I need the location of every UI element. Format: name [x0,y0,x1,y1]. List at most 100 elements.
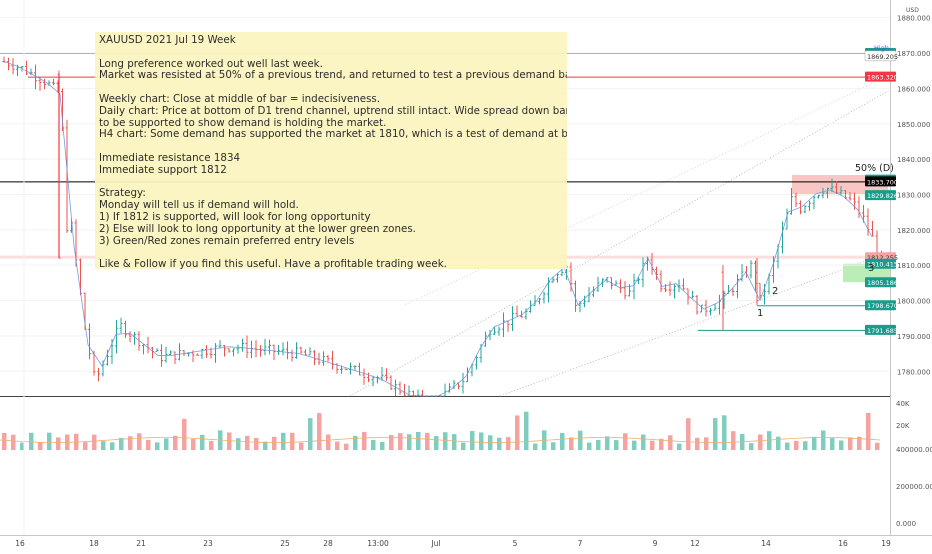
volume-bar-194 [875,442,880,450]
price-tag-text-1: 1869.205 [867,53,898,61]
volume-bar-88 [398,433,403,450]
volume-bar-32 [146,439,151,450]
x-axis-label-4: 25 [280,539,290,548]
volume-bar-18 [83,442,88,450]
price-tag-bg-7 [865,258,896,269]
volume-bar-46 [209,440,214,450]
volume-bar-58 [263,441,268,450]
volume-bar-122 [551,442,556,450]
volume-bar-168 [758,434,763,450]
price-tag-bg-1 [864,50,897,62]
x-axis-label-2: 21 [136,539,146,548]
price-tag-text-7: 1810.415 [867,261,898,269]
volume-bar-50 [227,432,232,450]
volume-bar-10 [47,432,52,450]
volume-bar-68 [308,418,313,450]
price-tick-label-0: 1780.000 [897,368,930,376]
note-line-17: 3) Green/Red zones remain preferred entr… [99,234,355,247]
volume-tick-label-1: 20K [896,422,910,430]
volume-bar-8 [38,442,43,450]
volume-bar-148 [668,435,673,450]
volume-bar-140 [632,440,637,450]
volume-tick-label-2: 400000.000 [896,446,932,454]
note-line-5: Weekly chart: Close at middle of bar = i… [99,92,381,105]
volume-bar-104 [470,431,475,450]
price-tag-bg-2 [865,71,896,82]
note-line-14: Monday will tell us if demand will hold. [99,199,299,212]
zone-label-2: 3 [868,263,874,274]
volume-bar-70 [317,413,322,450]
volume-bar-150 [677,443,682,450]
volume-bar-86 [389,435,394,450]
volume-bar-100 [452,434,457,450]
zone-label-0: 1 [757,308,763,319]
note-line-8: H4 chart: Some demand has supported the … [99,128,567,141]
price-tag-text-10: 1791.685 [867,327,898,335]
volume-bar-162 [731,431,736,450]
price-tick-label-1: 1790.000 [897,333,930,341]
volume-bar-102 [461,442,466,450]
x-axis-label-7: Jul [430,539,440,548]
volume-bar-114 [515,415,520,450]
volume-bar-190 [857,436,862,450]
x-axis-label-11: 12 [690,539,700,548]
note-line-6: Daily chart: Price at bottom of D1 trend… [99,104,567,117]
volume-bar-38 [173,435,178,450]
note-line-15: 1) If 1812 is supported, will look for l… [99,210,371,223]
volume-tick-label-0: 40K [896,400,910,408]
volume-bar-44 [200,434,205,450]
note-line-13: Strategy: [99,187,146,200]
currency-label: USD [906,7,919,14]
volume-bar-6 [29,432,34,450]
price-tick-label-3: 1810.000 [897,262,930,270]
swing-line [3,61,873,397]
volume-bar-0 [2,432,7,450]
volume-bar-98 [443,432,448,450]
volume-ma-line [0,437,881,443]
zone-label-1: 2 [772,286,778,297]
price-tag-text-9: 1798.670 [867,302,898,310]
note-line-2: Long preference worked out well last wee… [99,57,323,70]
volume-tick-label-4: 0.000 [896,520,916,528]
volume-bar-128 [578,430,583,450]
x-axis-label-14: 19 [881,539,891,548]
volume-bar-160 [722,415,727,450]
price-tag-text-5: 1829.826 [867,192,898,200]
volume-bar-96 [434,436,439,450]
channel-line-top [404,74,891,306]
volume-bar-34 [155,442,160,450]
x-axis-label-8: 5 [513,539,518,548]
high-label: High [874,44,889,52]
volume-bar-54 [245,435,250,450]
volume-bar-124 [560,432,565,450]
price-tag-bg-5 [865,190,896,201]
x-axis-label-1: 18 [89,539,99,548]
price-tick-label-2: 1800.000 [897,298,930,306]
volume-bar-52 [236,438,241,450]
volume-bar-158 [713,418,718,450]
note-line-12 [99,177,563,189]
volume-bar-182 [821,430,826,450]
volume-bar-80 [362,431,367,450]
note-line-16: 2) Else will look to long opportunity at… [99,222,416,235]
price-tick-label-7: 1850.000 [897,121,930,129]
analysis-note: XAUUSD 2021 Jul 19 Week Long preference w… [95,32,567,269]
volume-bar-186 [839,440,844,450]
volume-bar-146 [659,438,664,450]
note-line-10: Immediate resistance 1834 [99,151,241,164]
volume-bar-76 [344,443,349,450]
volume-bar-176 [794,440,799,450]
price-tag-bg-8 [865,277,896,288]
volume-bar-172 [776,436,781,450]
volume-bar-42 [191,439,196,450]
volume-bar-12 [56,437,61,450]
volume-bar-30 [137,433,142,450]
price-tick-label-5: 1830.000 [897,191,930,199]
volume-bar-110 [497,437,502,450]
x-axis-label-9: 7 [578,539,583,548]
x-axis-label-3: 23 [203,539,213,548]
volume-bar-78 [353,435,358,450]
volume-bar-192 [866,412,871,450]
price-tick-label-9: 1870.000 [897,50,930,58]
volume-bar-106 [479,432,484,450]
